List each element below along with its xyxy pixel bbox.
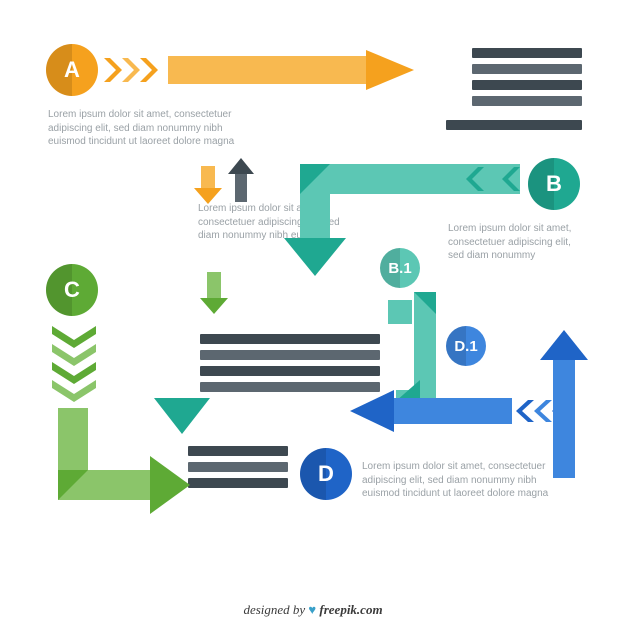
bar [472, 48, 582, 58]
bar [472, 96, 582, 106]
bar [472, 80, 582, 90]
arrow-small-orange-down [194, 166, 222, 206]
text-block-d: Lorem ipsum dolor sit amet, consectetuer… [362, 460, 562, 501]
text-block-a: Lorem ipsum dolor sit amet, consectetuer… [48, 108, 248, 149]
badge-d-letter: D [318, 461, 334, 487]
bar [446, 120, 582, 130]
bar [188, 478, 288, 488]
bar-group-bottomleft [188, 446, 288, 488]
arrow-c-elbow [50, 408, 194, 528]
arrow-d1-up [540, 330, 588, 480]
bar [188, 446, 288, 456]
bar-group-doubletop [446, 120, 582, 130]
arrow-a-right [104, 50, 434, 92]
badge-c: C [46, 264, 98, 316]
badge-b1-letter: B.1 [388, 260, 411, 277]
bar [188, 462, 288, 472]
badge-c-letter: C [64, 277, 80, 303]
credit-brand: freepik.com [319, 602, 382, 617]
infographic-stage: A B B.1 C D D.1 Lorem ipsum dolor sit am… [0, 0, 626, 626]
badge-b-letter: B [546, 171, 562, 197]
badge-d1-letter: D.1 [454, 338, 477, 355]
arrow-d-left [350, 390, 570, 434]
badge-a: A [46, 44, 98, 96]
credit-prefix: designed by [243, 602, 308, 617]
arrow-small-grey-up [228, 158, 254, 204]
credit-line: designed by ♥ freepik.com [0, 602, 626, 618]
heart-icon: ♥ [308, 602, 316, 617]
badge-d: D [300, 448, 352, 500]
bar [472, 64, 582, 74]
bar-group-topright [472, 48, 582, 106]
arrow-c-chevrons-down [52, 326, 96, 404]
badge-a-letter: A [64, 57, 80, 83]
badge-b: B [528, 158, 580, 210]
arrow-small-green-down [200, 272, 228, 316]
